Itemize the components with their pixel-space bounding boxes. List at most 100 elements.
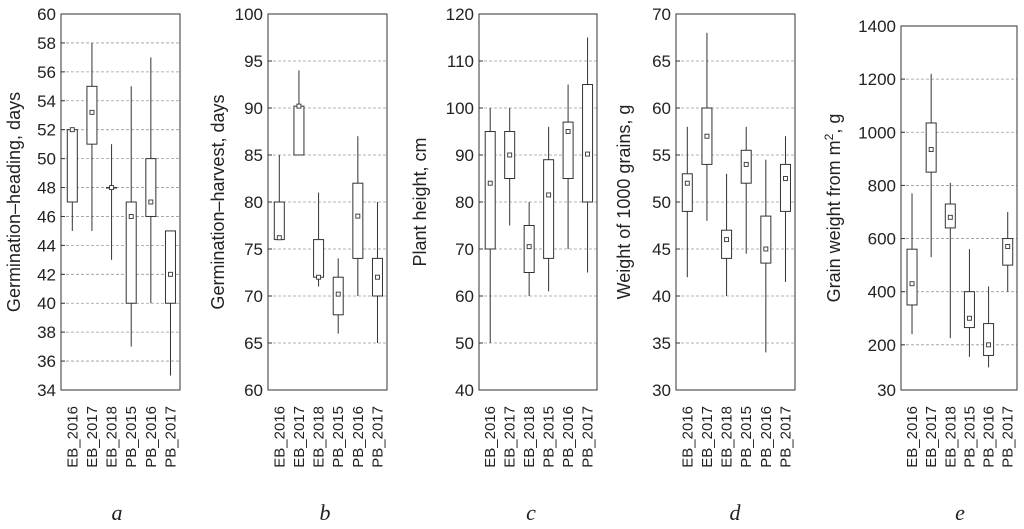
category-label: EB_2016 xyxy=(904,406,921,468)
median-marker xyxy=(487,180,493,186)
plot-frame xyxy=(900,25,1018,391)
y-tick-label: 35 xyxy=(652,334,671,353)
median-marker xyxy=(355,213,361,219)
box-PB_2017 xyxy=(779,136,791,282)
panel-a: 34 36 38 40 42 44 46 48 50 52 54 56 58 60 Germination–… xyxy=(4,5,181,525)
box-PB_2016 xyxy=(352,136,364,296)
box-iqr xyxy=(86,85,98,145)
box-EB_2017 xyxy=(701,32,713,221)
category-label: EB_2018 xyxy=(942,406,959,468)
box-EB_2018 xyxy=(106,144,118,260)
box-EB_2016 xyxy=(484,108,496,343)
y-tick-label: 50 xyxy=(37,150,56,169)
y-tick-label: 34 xyxy=(37,381,56,400)
box-PB_2016 xyxy=(562,84,574,249)
plot-frame xyxy=(60,13,181,391)
y-tick-label: 60 xyxy=(37,5,56,24)
median-marker xyxy=(724,237,730,243)
y-tick-label: 90 xyxy=(244,99,263,118)
panel-c: 40 50 60 70 80 90 100 110 120 Plant height, cm EB_… xyxy=(410,5,598,525)
box-iqr xyxy=(164,230,176,304)
median-marker xyxy=(109,185,115,190)
category-label: EB_2017 xyxy=(84,406,101,468)
box-iqr xyxy=(313,239,325,278)
box-EB_2016 xyxy=(681,126,693,278)
y-tick-label: 75 xyxy=(244,240,263,259)
y-tick-label: 40 xyxy=(455,381,474,400)
box-PB_2017 xyxy=(371,202,383,343)
y-tick-label: 60 xyxy=(244,381,263,400)
median-marker xyxy=(743,161,749,167)
y-tick-label: 1400 xyxy=(858,17,896,36)
box-PB_2017 xyxy=(582,37,594,273)
y-tick-label: 46 xyxy=(37,207,56,226)
box-EB_2016 xyxy=(906,193,918,335)
category-label: PB_2015 xyxy=(738,406,755,468)
median-marker xyxy=(565,129,571,134)
y-tick-label: 65 xyxy=(244,334,263,353)
y-tick-label: 70 xyxy=(455,240,474,259)
box-EB_2017 xyxy=(925,73,937,258)
panel-letter: b xyxy=(320,500,331,525)
median-marker xyxy=(375,274,380,280)
median-marker xyxy=(1005,244,1011,249)
panel-letter: e xyxy=(955,500,965,525)
box-PB_2015 xyxy=(740,126,752,254)
y-tick-label: 50 xyxy=(652,193,671,212)
box-PB_2016 xyxy=(145,57,157,304)
box-EB_2017 xyxy=(86,42,98,231)
y-tick-label: 70 xyxy=(652,5,671,24)
y-tick-label: 70 xyxy=(244,287,263,306)
median-marker xyxy=(783,176,788,181)
y-tick-label: 1200 xyxy=(858,70,896,89)
median-marker xyxy=(947,214,953,220)
category-label: PB_2017 xyxy=(369,406,386,468)
median-marker xyxy=(546,192,552,198)
box-EB_2016 xyxy=(273,155,285,241)
y-axis-label: Plant height, cm xyxy=(410,137,430,266)
category-label: PB_2017 xyxy=(580,406,597,468)
median-marker xyxy=(966,315,972,321)
median-marker xyxy=(585,151,591,157)
category-label: EB_2017 xyxy=(923,406,940,468)
median-marker xyxy=(316,274,322,280)
panel-letter: c xyxy=(526,500,536,525)
box-PB_2017 xyxy=(164,230,176,376)
panel-b: 60 65 70 75 80 85 90 95 100 Germination–harvest, … xyxy=(208,5,388,525)
y-axis-label-superscript: 2 xyxy=(822,133,836,140)
median-marker xyxy=(526,244,532,250)
box-iqr xyxy=(484,131,496,250)
y-tick-label: 80 xyxy=(244,193,263,212)
category-label: EB_2018 xyxy=(311,406,328,468)
category-label: PB_2015 xyxy=(123,406,140,468)
y-tick-label: 90 xyxy=(455,146,474,165)
category-label: PB_2016 xyxy=(981,406,998,468)
category-label: PB_2015 xyxy=(330,406,347,468)
y-tick-label: 600 xyxy=(868,230,896,249)
median-marker xyxy=(335,291,341,297)
box-iqr xyxy=(145,158,157,217)
y-tick-label: 30 xyxy=(652,381,671,400)
category-label: PB_2016 xyxy=(560,406,577,468)
median-marker xyxy=(909,281,915,287)
box-iqr xyxy=(1002,238,1014,266)
y-tick-label: 65 xyxy=(652,52,671,71)
box-iqr xyxy=(66,129,78,203)
category-label: PB_2016 xyxy=(758,406,775,468)
box-iqr xyxy=(760,215,772,264)
box-PB_2015 xyxy=(332,258,344,334)
y-tick-label: 800 xyxy=(868,176,896,195)
box-iqr xyxy=(963,291,975,329)
y-tick-label: 45 xyxy=(652,240,671,259)
y-tick-label: 40 xyxy=(37,294,56,313)
box-iqr xyxy=(352,182,364,259)
y-tick-label: 38 xyxy=(37,323,56,342)
box-iqr xyxy=(721,229,733,259)
y-tick-label: 58 xyxy=(37,34,56,53)
category-label: PB_2015 xyxy=(541,406,558,468)
box-EB_2017 xyxy=(504,108,516,226)
category-label: EB_2017 xyxy=(291,406,308,468)
y-tick-label: 200 xyxy=(868,336,896,355)
category-label: EB_2017 xyxy=(502,406,519,468)
